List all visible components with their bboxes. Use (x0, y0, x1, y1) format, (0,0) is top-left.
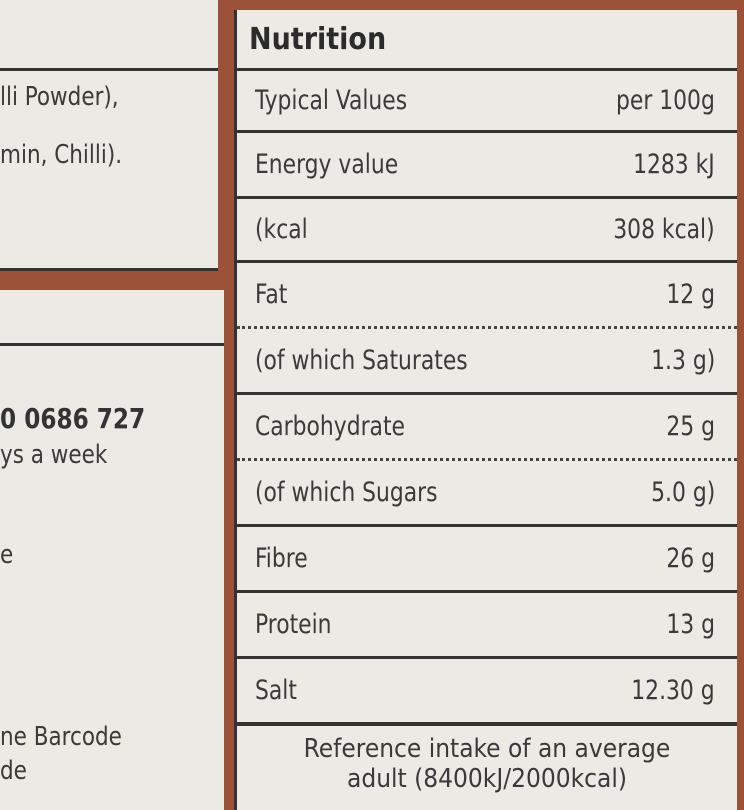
nutrient-label: (of which Saturates (255, 345, 468, 376)
nutrition-row: (kcal 308 kcal) (237, 196, 737, 260)
divider (0, 343, 224, 346)
contact-text: ne Barcode (0, 722, 122, 752)
nutrient-value: 25 g (666, 411, 715, 442)
ingredients-text: lli Powder), (0, 82, 119, 112)
nutrition-table: Nutrition Typical Values per 100g Energy v… (234, 10, 737, 810)
nutrient-value: 12 g (666, 279, 715, 310)
nutrition-title: Nutrition (249, 22, 387, 57)
nutrient-value: 13 g (666, 609, 715, 640)
nutrient-label: Salt (255, 675, 297, 706)
nutrient-value: 12.30 g (631, 675, 715, 706)
nutrient-label: Fibre (255, 543, 308, 574)
contact-text: de (0, 756, 27, 786)
nutrient-label: (kcal (255, 214, 308, 245)
nutrient-value: 308 kcal) (613, 214, 715, 245)
nutrition-row: Fat 12 g (237, 260, 737, 326)
nutrient-value: 1.3 g) (650, 345, 715, 376)
nutrient-value: per 100g (616, 85, 715, 116)
nutrient-label: Protein (255, 609, 332, 640)
nutrition-row: Salt 12.30 g (237, 656, 737, 722)
nutrient-value: 1283 kJ (633, 149, 715, 180)
nutrition-row: Energy value 1283 kJ (237, 130, 737, 196)
nutrient-value: 5.0 g) (650, 477, 715, 508)
ingredients-text: min, Chilli). (0, 140, 123, 170)
nutrient-label: Fat (255, 279, 288, 310)
nutrition-row: Protein 13 g (237, 590, 737, 656)
nutrition-row: Typical Values per 100g (237, 68, 737, 130)
nutrient-label: Carbohydrate (255, 411, 405, 442)
nutrition-row: (of which Sugars 5.0 g) (237, 458, 737, 524)
ingredients-panel: lli Powder), min, Chilli). (0, 0, 218, 271)
contact-text: ys a week (0, 440, 108, 470)
nutrient-label: Energy value (255, 149, 399, 180)
divider (0, 68, 218, 71)
contact-text: e (0, 540, 14, 570)
phone-number: 0 0686 727 (0, 402, 146, 435)
contact-panel: 0 0686 727 ys a week e ne Barcode de (0, 290, 224, 810)
nutrition-row: (of which Saturates 1.3 g) (237, 326, 737, 392)
reference-line: Reference intake of an average (303, 734, 671, 764)
nutrient-label: (of which Sugars (255, 477, 438, 508)
nutrition-row: Carbohydrate 25 g (237, 392, 737, 458)
nutrient-value: 26 g (666, 543, 715, 574)
reference-intake: Reference intake of an average adult (84… (237, 722, 737, 794)
nutrient-label: Typical Values (255, 85, 408, 116)
nutrition-row: Fibre 26 g (237, 524, 737, 590)
reference-line: adult (8400kJ/2000kcal) (347, 764, 627, 794)
